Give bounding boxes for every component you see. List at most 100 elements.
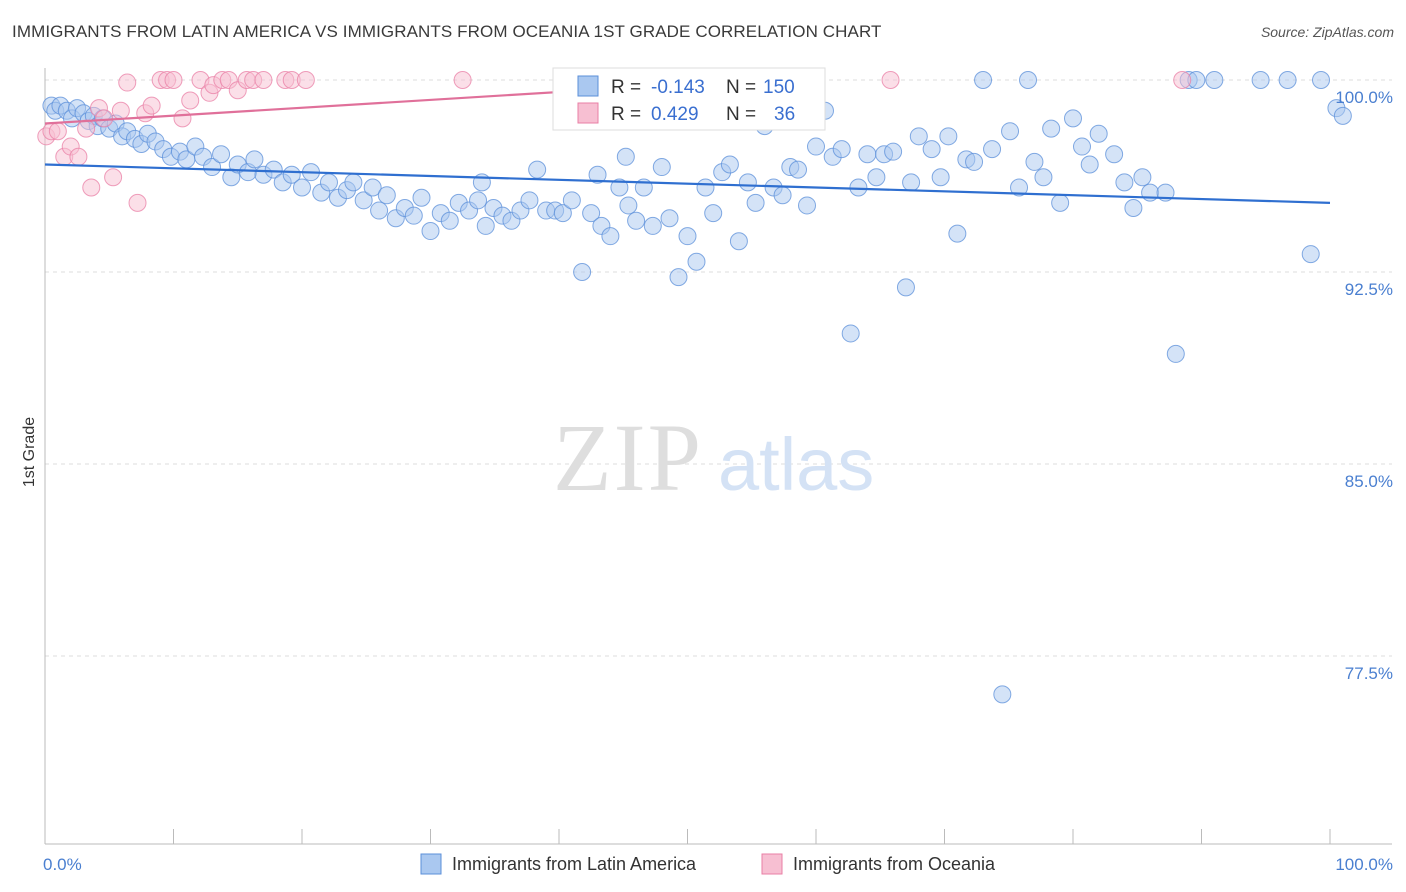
latin-america-point-79	[678, 227, 697, 246]
latin-america-point-126	[1089, 124, 1108, 143]
latin-america-point-137	[1251, 71, 1270, 89]
oceania-point-6	[77, 119, 96, 138]
latin-america-point-68	[582, 204, 601, 223]
latin-america-point-80	[687, 252, 706, 271]
latin-america-point-98	[841, 324, 860, 343]
oceania-point-5	[69, 147, 88, 166]
latin-america-point-145	[588, 165, 607, 184]
latin-america-point-42	[354, 191, 373, 210]
latin-america-point-127	[1105, 145, 1124, 164]
oceania-point-20	[181, 91, 200, 110]
oceania-point-35	[1173, 71, 1192, 89]
latin-america-point-81	[696, 178, 715, 197]
latin-america-point-136	[1205, 71, 1224, 89]
oceania-point-7	[82, 178, 101, 197]
latin-america-point-122	[1051, 193, 1070, 212]
x-tick-label-0: 0.0%	[43, 855, 82, 874]
stats-blue-r-value: -0.143	[651, 77, 705, 98]
latin-america-point-112	[965, 152, 984, 171]
latin-america-point-48	[404, 206, 423, 225]
oceania-point-13	[128, 193, 147, 212]
latin-america-point-85	[729, 232, 748, 251]
watermark: ZIP atlas	[553, 404, 874, 511]
x-tick-labels: 0.0% 100.0%	[43, 855, 1393, 874]
latin-america-point-76	[652, 158, 671, 177]
source-label: Source: ZipAtlas.com	[1260, 24, 1394, 40]
latin-america-point-75	[643, 216, 662, 235]
latin-america-point-38	[319, 173, 338, 192]
latin-america-point-25	[203, 158, 222, 177]
latin-america-point-77	[660, 209, 679, 228]
latin-america-point-52	[440, 211, 459, 230]
latin-america-point-103	[884, 142, 903, 161]
oceania-point-29	[254, 71, 273, 89]
stats-blue-r-label: R =	[611, 77, 641, 98]
legend-label-latin-america: Immigrants from Latin America	[452, 854, 697, 874]
stats-pink-r-label: R =	[611, 104, 641, 125]
latin-america-point-93	[798, 196, 817, 215]
y-tick-label-3: 77.5%	[1345, 664, 1393, 683]
latin-america-point-101	[867, 168, 886, 187]
latin-america-point-130	[1133, 168, 1152, 187]
latin-america-point-123	[1064, 109, 1082, 128]
latin-america-point-66	[562, 191, 581, 210]
oceania-point-18	[164, 71, 183, 89]
oceania-point-12	[118, 73, 137, 92]
latin-america-point-128	[1115, 173, 1134, 192]
stats-pink-swatch	[577, 102, 599, 124]
latin-america-point-35	[293, 178, 311, 197]
latin-america-point-86	[738, 173, 757, 192]
latin-america-point-41	[344, 173, 363, 192]
latin-america-point-120	[1034, 168, 1053, 187]
latin-america-point-78	[669, 268, 688, 287]
latin-america-point-30	[245, 150, 264, 169]
latin-america-point-92	[789, 160, 808, 179]
latin-america-point-124	[1072, 137, 1091, 156]
latin-america-point-56	[476, 216, 495, 235]
latin-america-point-32	[264, 160, 283, 179]
oceania-point-34	[881, 71, 900, 89]
latin-america-point-82	[704, 204, 723, 223]
y-tick-label-2: 85.0%	[1345, 472, 1393, 491]
latin-america-point-71	[610, 178, 629, 197]
latin-america-point-104	[896, 278, 915, 297]
stats-pink-r-value: 0.429	[651, 104, 699, 125]
latin-america-point-65	[553, 204, 572, 223]
oceania-point-32	[296, 71, 315, 89]
oceania-point-11	[111, 101, 130, 120]
stats-pink-n-label: N =	[726, 104, 756, 125]
stats-blue-swatch	[577, 75, 599, 97]
latin-america-point-97	[832, 140, 851, 159]
latin-america-point-67	[573, 263, 592, 281]
latin-america-point-140	[1312, 71, 1331, 89]
latin-america-point-117	[1010, 178, 1029, 197]
y-axis-label: 1st Grade	[21, 417, 38, 487]
legend-swatch-latin-america	[420, 853, 442, 875]
latin-america-point-119	[1025, 152, 1044, 171]
x-ticks	[44, 829, 1331, 844]
latin-america-point-133	[1166, 344, 1185, 363]
oceania-point-15	[142, 96, 161, 115]
stats-blue-n-label: N =	[726, 77, 756, 98]
latin-america-point-142	[1333, 106, 1352, 125]
x-tick-label-1: 100.0%	[1335, 855, 1393, 874]
latin-america-point-84	[720, 155, 739, 174]
latin-america-point-129	[1124, 199, 1143, 217]
latin-america-point-114	[983, 140, 1002, 159]
latin-america-point-105	[902, 173, 921, 192]
latin-america-point-100	[858, 145, 877, 164]
latin-america-point-55	[469, 191, 488, 210]
watermark-atlas: atlas	[718, 423, 874, 506]
axes	[44, 68, 1392, 845]
latin-america-point-138	[1278, 71, 1297, 89]
latin-america-point-50	[421, 222, 440, 241]
y-tick-label-0: 100.0%	[1335, 88, 1393, 107]
latin-america-point-143	[616, 147, 635, 166]
latin-america-point-45	[377, 186, 396, 205]
latin-america-point-94	[807, 137, 825, 156]
latin-america-point-106	[909, 127, 928, 146]
latin-america-point-73	[627, 211, 646, 230]
y-tick-labels: 100.0% 92.5% 85.0% 77.5%	[1335, 88, 1393, 683]
latin-america-point-49	[412, 188, 431, 207]
